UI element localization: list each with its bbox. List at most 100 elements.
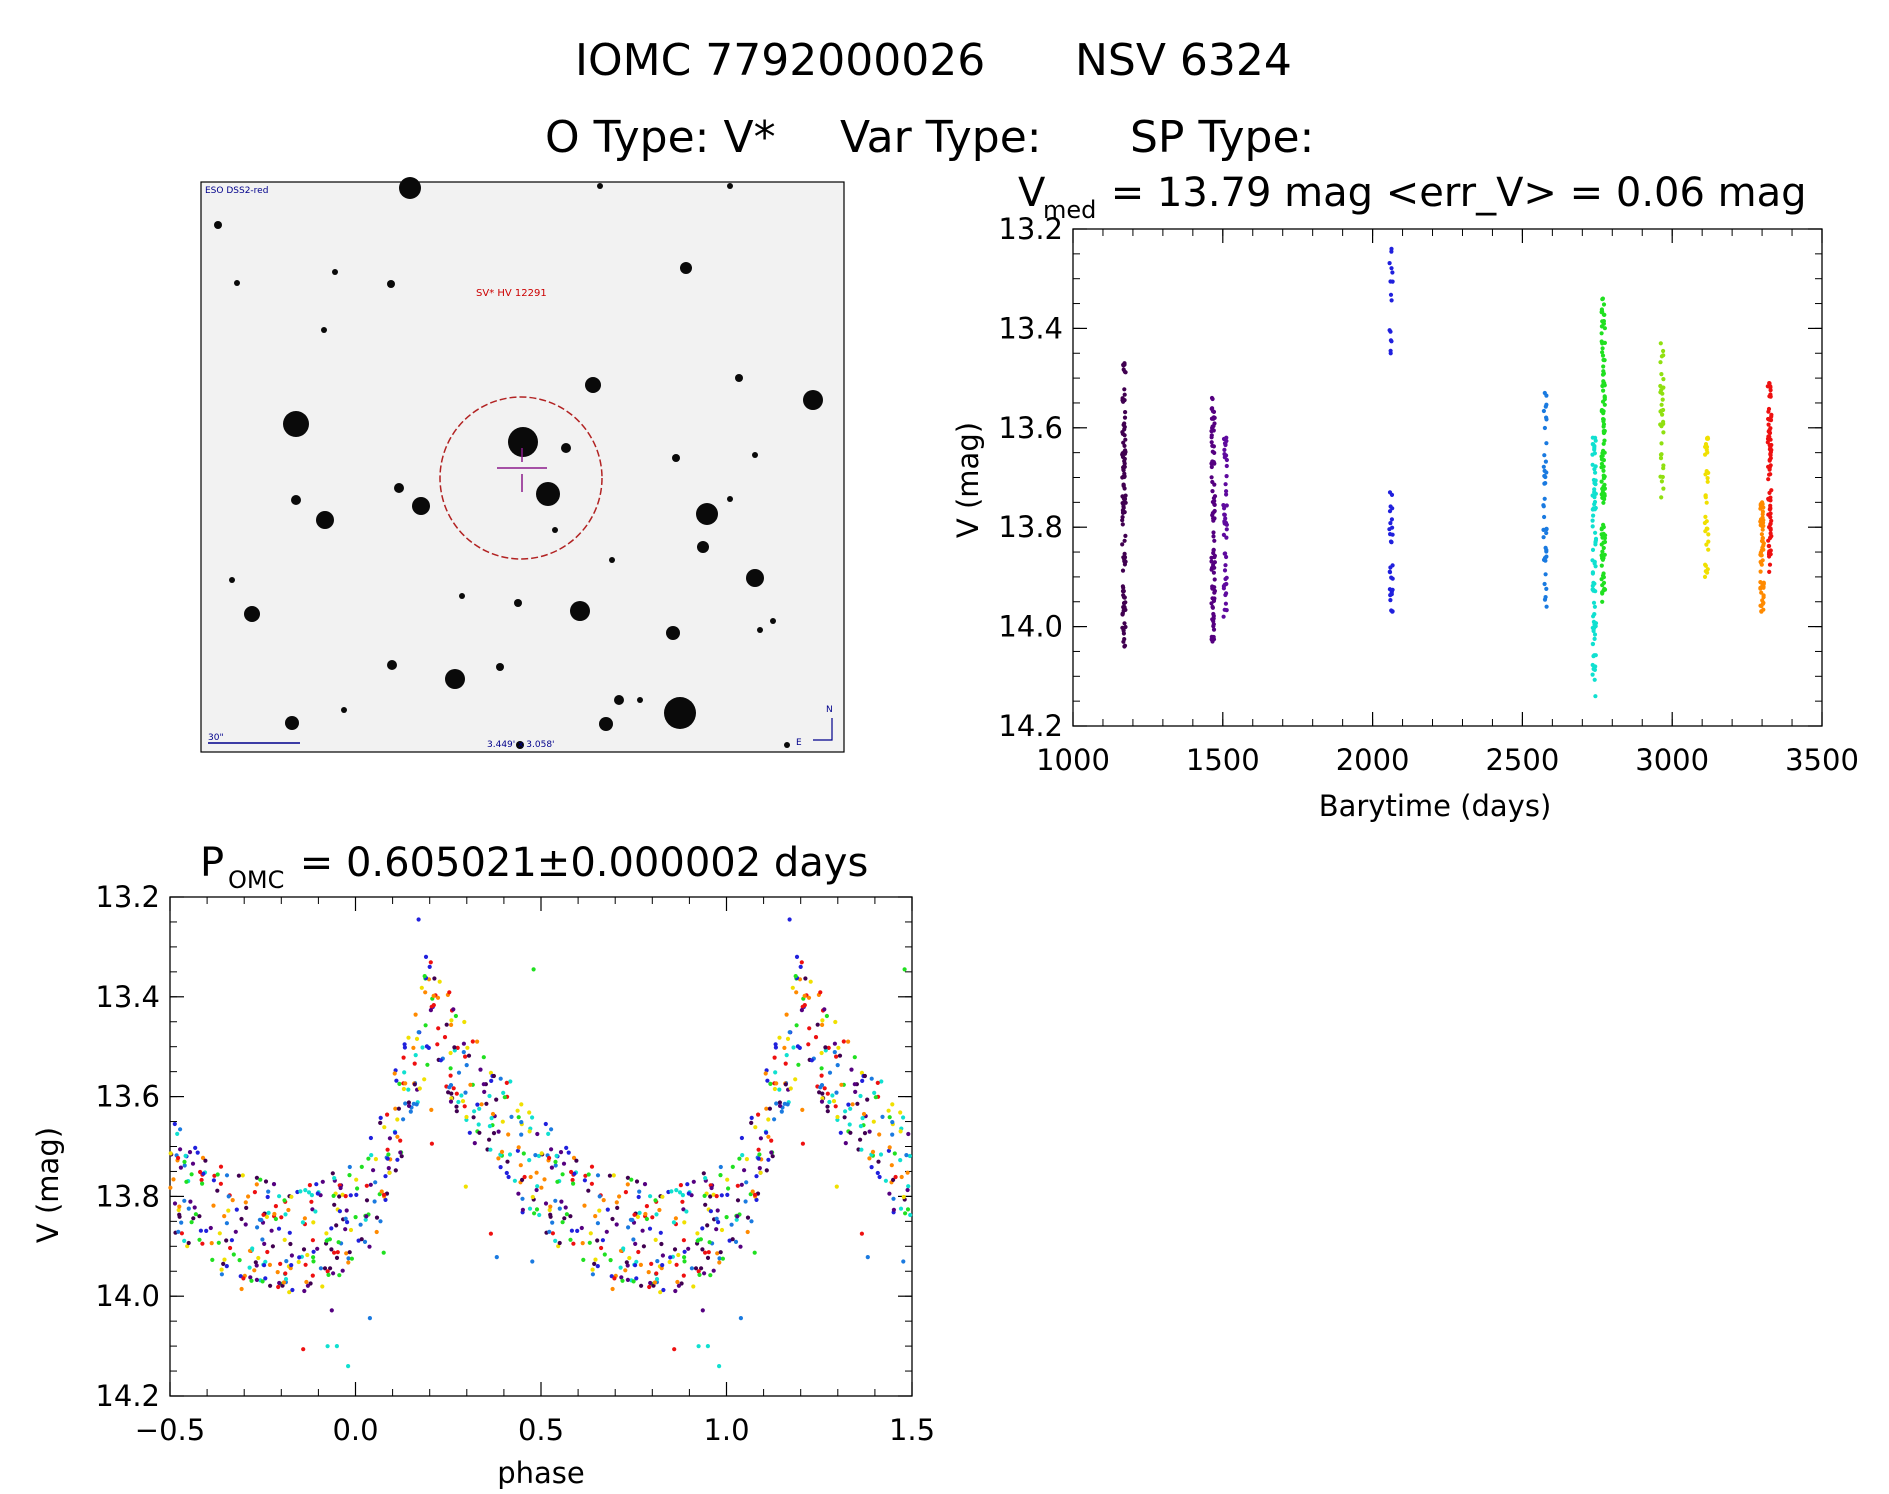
lc-point (1767, 465, 1772, 470)
pc-point (464, 1114, 469, 1120)
lc-point (1122, 562, 1127, 567)
pc-point (451, 1086, 456, 1091)
pc-point (853, 1089, 858, 1094)
pc-point (644, 1204, 650, 1209)
pc-point (554, 1153, 559, 1158)
lc-point (1389, 266, 1394, 271)
lc-point (1592, 622, 1597, 627)
finder-background (200, 181, 845, 753)
pc-point (735, 1183, 740, 1188)
pc-point (700, 1226, 705, 1231)
lc-point (1223, 482, 1228, 487)
pc-point (624, 1260, 629, 1265)
pc-point (454, 1109, 459, 1114)
pc-point (398, 1150, 403, 1155)
pc-point (368, 1135, 373, 1141)
star (387, 280, 395, 288)
pc-point (353, 1215, 358, 1220)
pc-point (488, 1231, 493, 1236)
star (332, 269, 338, 275)
lc-point (1211, 619, 1216, 624)
lc-point (1759, 532, 1764, 537)
pc-point (788, 1086, 793, 1091)
pc-point (311, 1249, 316, 1254)
pc-point (200, 1181, 205, 1186)
pc-point (824, 1013, 830, 1019)
pc-point (184, 1179, 189, 1184)
star (735, 374, 743, 382)
pc-point (830, 1093, 835, 1098)
pc-point (258, 1177, 263, 1182)
pc-point (843, 1109, 848, 1114)
pc-point (272, 1211, 277, 1217)
pc-point (276, 1226, 282, 1231)
pc-point (702, 1271, 707, 1276)
pc-point (519, 1120, 524, 1125)
lc-point (1122, 392, 1127, 397)
pc-point (456, 1099, 461, 1105)
pc-point (343, 1227, 348, 1232)
pc-point (668, 1255, 673, 1260)
pc-point (850, 1102, 855, 1107)
lc-point (1209, 406, 1214, 411)
lc-point (1659, 372, 1664, 377)
pc-point (878, 1152, 884, 1157)
pc-point (555, 1179, 560, 1184)
pc-point (633, 1263, 638, 1268)
pc-point (696, 1344, 701, 1349)
pc-point (676, 1283, 682, 1288)
pc-point (569, 1169, 574, 1175)
lc-point (1224, 535, 1229, 540)
lc-point (1661, 348, 1666, 354)
pc-point (346, 1256, 351, 1261)
lc-point (1760, 536, 1765, 541)
lc-point (1601, 357, 1606, 363)
pc-point (719, 1193, 724, 1198)
pc-point (822, 1086, 827, 1091)
pc-point (296, 1259, 301, 1265)
pc-point (549, 1165, 555, 1170)
pc-point (652, 1280, 658, 1285)
pc-point (383, 1174, 388, 1179)
lc-point (1706, 470, 1711, 475)
lc-point (1122, 621, 1127, 626)
pc-point (898, 1129, 903, 1134)
pc-point (737, 1156, 742, 1161)
pc-point (399, 1154, 404, 1159)
pc-point (338, 1185, 343, 1191)
pc-point (487, 1093, 492, 1099)
pc-point (569, 1228, 575, 1233)
pc-point (324, 1238, 329, 1243)
pc-point (362, 1239, 368, 1244)
lc-point (1767, 457, 1772, 462)
star (516, 741, 524, 749)
pc-point (190, 1161, 196, 1166)
pc-point (260, 1279, 265, 1284)
lc-point (1211, 570, 1216, 575)
pc-point (355, 1186, 360, 1191)
pc-point (671, 1220, 677, 1225)
lc-point (1121, 593, 1126, 598)
lc-point (1544, 393, 1549, 398)
pc-point (479, 1102, 484, 1107)
lc-point (1211, 516, 1216, 521)
lc-point (1120, 431, 1125, 436)
lc-point (1593, 435, 1598, 440)
pc-point (494, 1255, 499, 1260)
pc-point (182, 1159, 187, 1164)
pc-point (233, 1229, 238, 1234)
pc-point (449, 1091, 454, 1096)
lc-point (1703, 514, 1708, 520)
pc-point (793, 974, 798, 979)
pc-point (397, 1081, 402, 1086)
lc-point (1389, 608, 1394, 613)
pc-point (401, 1055, 406, 1060)
pc-point (602, 1252, 607, 1257)
pc-point (298, 1189, 303, 1194)
pc-point (901, 1259, 906, 1264)
lc-point (1542, 555, 1548, 561)
plot-frame (169, 896, 913, 1397)
pc-point (757, 1166, 762, 1171)
pc-point (381, 1250, 386, 1255)
pc-point (597, 1194, 602, 1199)
